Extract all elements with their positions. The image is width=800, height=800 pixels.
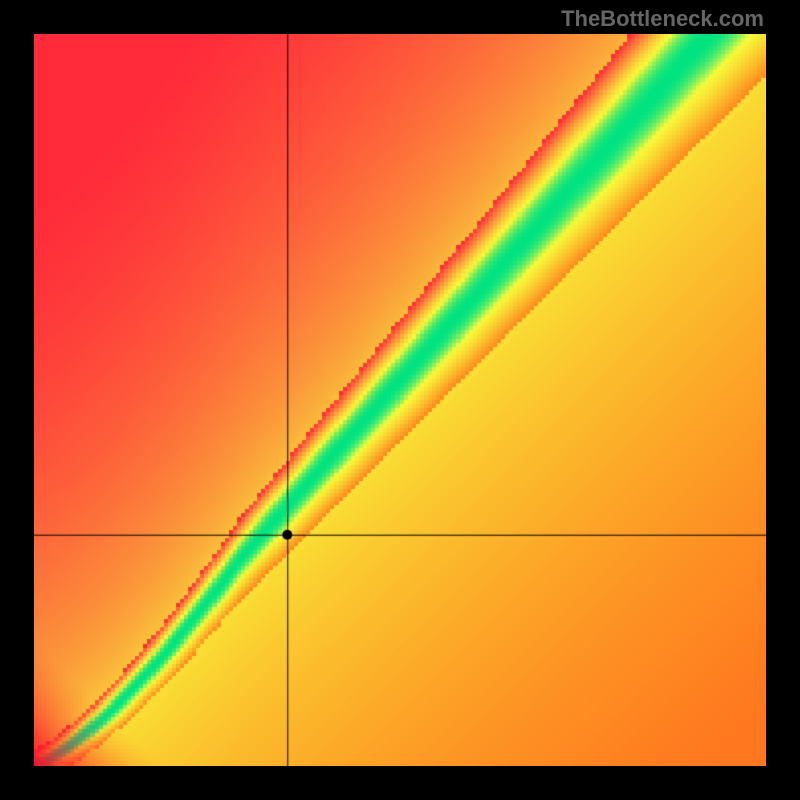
bottleneck-heatmap bbox=[34, 34, 766, 766]
watermark-text: TheBottleneck.com bbox=[561, 6, 764, 32]
chart-container: TheBottleneck.com bbox=[0, 0, 800, 800]
